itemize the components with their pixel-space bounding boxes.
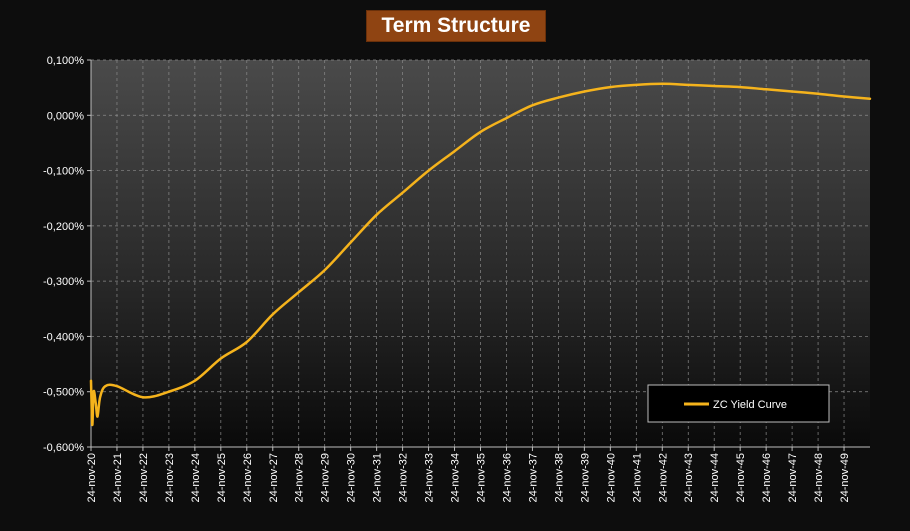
x-tick-label: 24-nov-35 <box>476 453 488 503</box>
series-layer <box>89 82 872 427</box>
chart-title: Term Structure <box>366 10 546 42</box>
x-tick-label: 24-nov-43 <box>683 453 695 503</box>
x-tick-label: 24-nov-27 <box>268 453 280 503</box>
x-tick-label: 24-nov-25 <box>216 453 228 503</box>
y-tick-label: 0,100% <box>47 55 85 67</box>
x-tick-label: 24-nov-29 <box>320 453 332 503</box>
axes: 0,100% 0,000% -0,100% -0,200% -0,300% -0,400%… <box>43 55 870 503</box>
legend-label: ZC Yield Curve <box>713 399 787 411</box>
x-tick-label: 24-nov-41 <box>631 453 643 503</box>
x-tick-label: 24-nov-47 <box>787 453 799 503</box>
y-tick-label: -0,400% <box>43 331 84 343</box>
x-tick-label: 24-nov-34 <box>450 453 462 503</box>
y-tick-label: -0,100% <box>43 166 84 178</box>
x-tick-label: 24-nov-23 <box>164 453 176 503</box>
y-tick-label: -0,500% <box>43 387 84 399</box>
x-tick-label: 24-nov-48 <box>813 453 825 503</box>
x-tick-label: 24-nov-22 <box>138 453 150 503</box>
x-tick-label: 24-nov-37 <box>527 453 539 503</box>
legend-box <box>647 384 830 423</box>
x-tick-label: 24-nov-42 <box>657 453 669 503</box>
x-tick-label: 24-nov-38 <box>553 453 565 503</box>
x-tick-label: 24-nov-44 <box>709 453 721 503</box>
x-tick-label: 24-nov-31 <box>372 453 384 503</box>
x-tick-label: 24-nov-39 <box>579 453 591 503</box>
x-tick-label: 24-nov-45 <box>735 453 747 503</box>
x-tick-label: 24-nov-30 <box>346 453 358 503</box>
y-tick-label: -0,200% <box>43 221 84 233</box>
x-tick-label: 24-nov-32 <box>398 453 410 503</box>
y-tick-label: -0,600% <box>43 442 84 454</box>
x-tick-label: 24-nov-40 <box>605 453 617 503</box>
x-tick-label: 24-nov-36 <box>501 453 513 503</box>
y-tick-label: -0,300% <box>43 276 84 288</box>
x-tick-label: 24-nov-33 <box>424 453 436 503</box>
y-tick-label: 0,000% <box>47 110 85 122</box>
x-tick-label: 24-nov-20 <box>86 453 98 503</box>
x-tick-label: 24-nov-24 <box>190 453 202 503</box>
x-tick-label: 24-nov-26 <box>242 453 254 503</box>
x-tick-label: 24-nov-28 <box>294 453 306 503</box>
x-tick-label: 24-nov-49 <box>839 453 851 503</box>
x-tick-label: 24-nov-21 <box>112 453 124 503</box>
series-line-zc-yield-curve <box>89 82 872 427</box>
legend: ZC Yield Curve <box>647 384 830 423</box>
x-tick-label: 24-nov-46 <box>761 453 773 503</box>
